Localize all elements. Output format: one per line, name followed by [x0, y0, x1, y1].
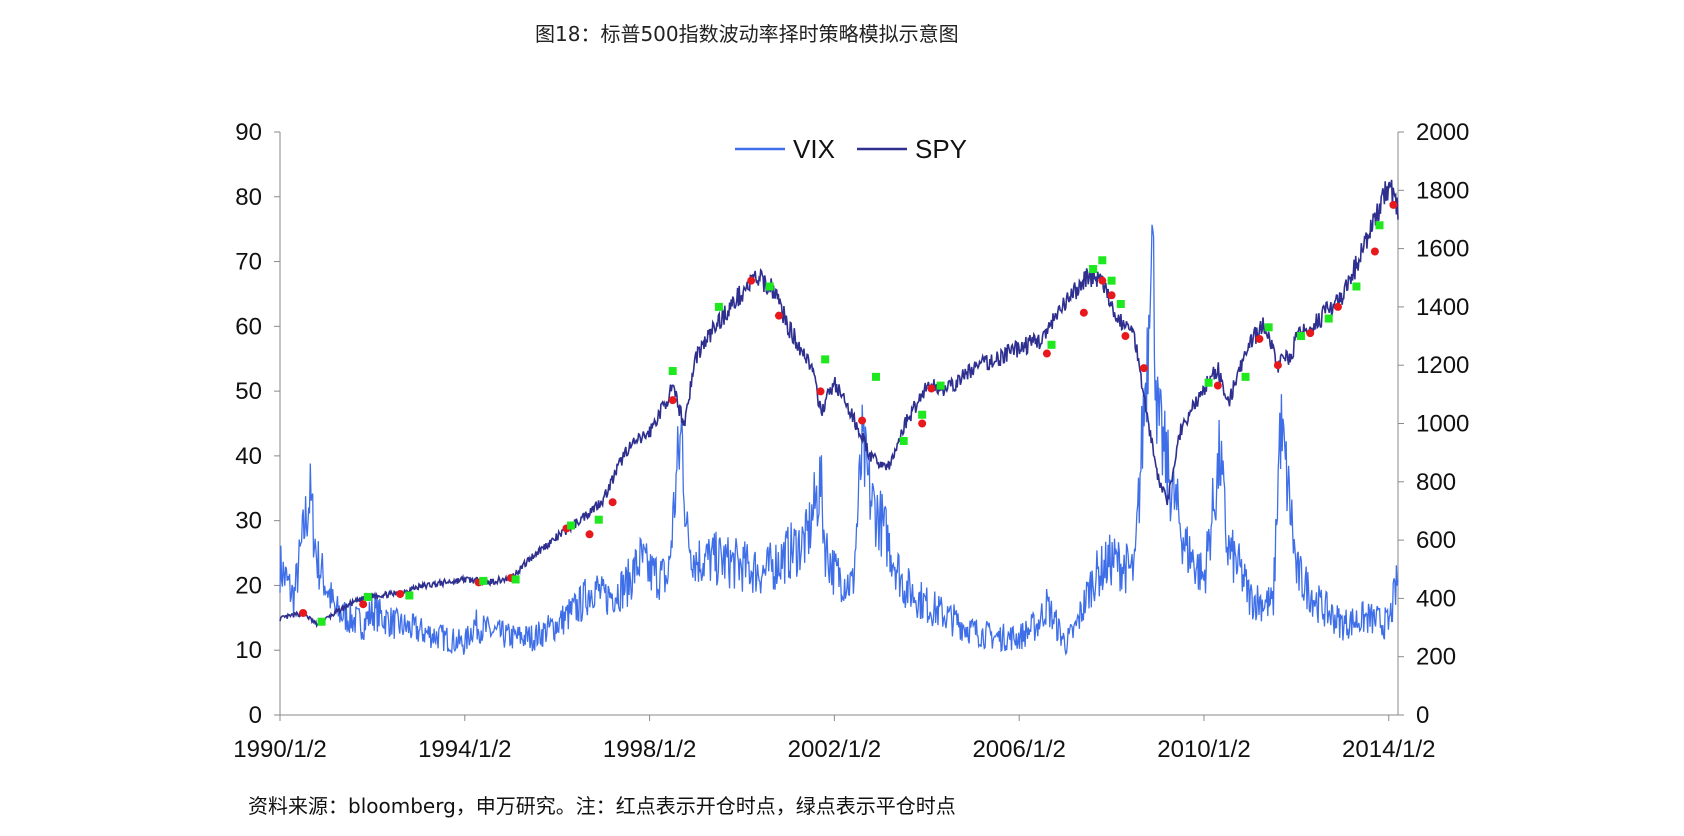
close-signal-marker	[405, 591, 414, 600]
close-signal-marker	[1047, 340, 1056, 349]
y-left-tick-label: 50	[235, 378, 262, 405]
y-right-tick-label: 1800	[1416, 177, 1469, 204]
y-right-tick-label: 1400	[1416, 294, 1469, 321]
open-signal-marker	[1333, 302, 1342, 311]
close-signal-marker	[317, 617, 326, 626]
y-right-tick-label: 400	[1416, 585, 1456, 612]
close-signal-marker	[899, 436, 908, 445]
close-signal-marker	[1116, 299, 1125, 308]
close-signal-marker	[1107, 276, 1116, 285]
x-tick-label: 1998/1/2	[603, 736, 696, 763]
open-signal-marker	[608, 498, 617, 507]
open-signal-marker	[1042, 349, 1051, 358]
legend: VIX SPY	[735, 134, 967, 164]
legend-spy-label: SPY	[915, 134, 967, 164]
open-signal-marker	[927, 384, 936, 393]
open-signal-marker	[1098, 276, 1107, 285]
close-signal-marker	[1324, 314, 1333, 323]
x-tick-label: 1994/1/2	[418, 736, 511, 763]
x-tick-label: 1990/1/2	[233, 736, 326, 763]
open-signal-marker	[299, 608, 308, 617]
y-right-tick-label: 800	[1416, 469, 1456, 496]
legend-vix-label: VIX	[793, 134, 835, 164]
y-right-tick-label: 0	[1416, 702, 1429, 729]
open-signal-marker	[774, 311, 783, 320]
close-signal-marker	[1089, 265, 1098, 274]
close-signal-marker	[871, 372, 880, 381]
open-signal-marker	[668, 396, 677, 405]
close-signal-marker	[1098, 256, 1107, 265]
open-signal-marker	[1255, 334, 1264, 343]
axes: 0 10 20 30 40 50 60 70 80 90 0 200 400 600 800 1000 1200…	[233, 119, 1469, 763]
close-signal-marker	[1204, 378, 1213, 387]
close-signal-marker	[765, 282, 774, 291]
open-signal-marker	[1306, 329, 1315, 338]
open-signal-marker	[1139, 364, 1148, 373]
x-tick-label: 2014/1/2	[1342, 736, 1435, 763]
x-tick-label: 2010/1/2	[1157, 736, 1250, 763]
close-signal-marker	[1352, 282, 1361, 291]
close-signal-marker	[363, 592, 372, 601]
x-tick-label: 2006/1/2	[972, 736, 1065, 763]
close-signal-marker	[479, 576, 488, 585]
close-signal-marker	[1375, 221, 1384, 230]
spy-series	[279, 179, 1399, 629]
open-signal-marker	[359, 600, 368, 609]
y-right-tick-label: 2000	[1416, 119, 1469, 146]
y-left-tick-label: 90	[235, 119, 262, 146]
close-signal-marker	[821, 355, 830, 364]
open-signal-marker	[585, 530, 594, 539]
y-right-tick-label: 200	[1416, 644, 1456, 671]
open-signal-marker	[858, 416, 867, 425]
close-signal-marker	[1241, 372, 1250, 381]
y-left-tick-label: 20	[235, 572, 262, 599]
close-signal-marker	[511, 575, 520, 584]
y-left-tick-label: 80	[235, 184, 262, 211]
close-signal-marker	[1264, 323, 1273, 332]
close-signal-marker	[1296, 332, 1305, 341]
open-signal-marker	[1121, 332, 1130, 341]
chart-title: 图18：标普500指数波动率择时策略模拟示意图	[535, 22, 959, 46]
close-signal-marker	[714, 302, 723, 311]
vix-series	[279, 224, 1399, 656]
y-right-tick-label: 1000	[1416, 411, 1469, 438]
open-signal-marker	[1213, 381, 1222, 390]
open-signal-marker	[1370, 247, 1379, 256]
y-left-tick-label: 30	[235, 508, 262, 535]
y-left-tick-label: 70	[235, 249, 262, 276]
signal-markers	[299, 200, 1398, 626]
close-signal-marker	[567, 521, 576, 530]
open-signal-marker	[747, 276, 756, 285]
y-left-tick-label: 40	[235, 443, 262, 470]
y-right-tick-label: 1600	[1416, 236, 1469, 263]
open-signal-marker	[1389, 200, 1398, 209]
close-signal-marker	[594, 515, 603, 524]
open-signal-marker	[1079, 308, 1088, 317]
y-left-tick-label: 10	[235, 637, 262, 664]
open-signal-marker	[1273, 361, 1282, 370]
x-tick-label: 2002/1/2	[788, 736, 881, 763]
close-signal-marker	[936, 381, 945, 390]
spy-line	[279, 179, 1399, 629]
y-right-tick-label: 1200	[1416, 352, 1469, 379]
open-signal-marker	[396, 590, 405, 599]
source-note: 资料来源：bloomberg，申万研究。注：红点表示开仓时点，绿点表示平仓时点	[248, 794, 956, 818]
y-left-tick-label: 0	[249, 702, 262, 729]
y-right-tick-label: 600	[1416, 527, 1456, 554]
open-signal-marker	[816, 387, 825, 396]
close-signal-marker	[668, 367, 677, 376]
open-signal-marker	[1107, 291, 1116, 300]
vix-line	[279, 224, 1399, 656]
open-signal-marker	[918, 419, 927, 428]
y-left-tick-label: 60	[235, 313, 262, 340]
close-signal-marker	[918, 410, 927, 419]
